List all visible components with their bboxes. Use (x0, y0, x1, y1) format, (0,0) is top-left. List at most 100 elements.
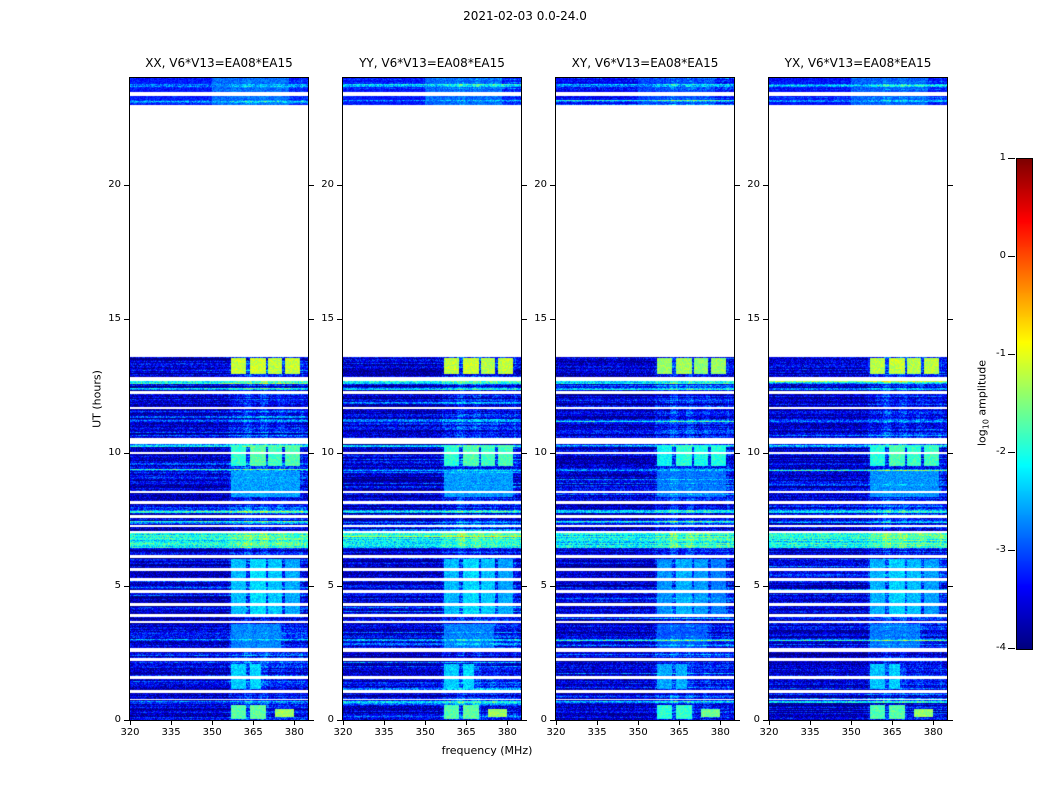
colorbar-label-subscript: 10 (981, 419, 991, 430)
y-tick-right (948, 185, 953, 186)
y-tick-label: 10 (108, 446, 121, 458)
x-tick (769, 721, 770, 725)
x-tick-label: 320 (333, 727, 353, 738)
y-tick-right (948, 318, 953, 320)
x-tick (425, 721, 427, 725)
y-tick (124, 586, 129, 588)
y-tick (337, 185, 342, 186)
y-tick-label: 20 (321, 179, 334, 190)
x-tick-label: 335 (587, 727, 607, 738)
colorbar-tick (1008, 256, 1015, 257)
x-tick (720, 721, 722, 725)
y-tick (763, 586, 768, 588)
spectrogram-canvas (130, 78, 308, 720)
y-tick-right (948, 720, 953, 721)
x-tick (466, 721, 468, 725)
x-tick (933, 721, 935, 725)
y-tick (763, 185, 768, 186)
y-tick (124, 185, 129, 186)
x-axis-label: frequency (MHz) (441, 744, 533, 757)
colorbar-tick-label: -4 (996, 642, 1006, 653)
y-tick-right (522, 318, 527, 320)
y-tick-label: 15 (747, 312, 760, 324)
x-tick-label: 380 (284, 727, 304, 738)
y-tick-label: 0 (753, 714, 760, 725)
y-tick (763, 452, 768, 454)
y-tick-label: 15 (321, 312, 334, 324)
x-tick-label: 350 (415, 727, 435, 738)
y-tick-label: 15 (108, 312, 121, 324)
y-tick-right (309, 185, 314, 186)
x-tick-label: 365 (882, 727, 902, 738)
colorbar-label: log10 amplitude (975, 360, 990, 446)
spectrogram-panel (555, 77, 735, 721)
colorbar-gradient (1017, 159, 1032, 649)
colorbar-tick-label: -3 (996, 544, 1006, 555)
y-tick-right (522, 586, 527, 588)
x-tick-label: 350 (202, 727, 222, 738)
y-tick-right (309, 452, 314, 454)
colorbar-tick-label: 1 (999, 152, 1006, 163)
x-tick-label: 380 (923, 727, 943, 738)
y-tick (763, 318, 768, 320)
spectrogram-canvas (556, 78, 734, 720)
colorbar-tick (1008, 158, 1015, 159)
x-tick-label: 320 (546, 727, 566, 738)
colorbar (1016, 158, 1033, 650)
y-tick (550, 586, 555, 588)
y-tick-label: 10 (747, 446, 760, 458)
x-tick (130, 721, 131, 725)
x-tick-label: 335 (161, 727, 181, 738)
y-tick (763, 720, 768, 721)
x-tick (507, 721, 509, 725)
x-tick (851, 721, 853, 725)
y-tick-right (735, 185, 740, 186)
x-tick-label: 365 (669, 727, 689, 738)
y-tick (337, 586, 342, 588)
colorbar-label-prefix: log (975, 429, 989, 447)
y-tick-right (735, 318, 740, 320)
spectrogram-canvas (343, 78, 521, 720)
y-tick (550, 185, 555, 186)
y-tick-right (735, 720, 740, 721)
colorbar-tick (1008, 354, 1015, 355)
y-tick-right (522, 720, 527, 721)
y-tick (124, 720, 129, 721)
x-tick-label: 320 (120, 727, 140, 738)
y-tick-label: 20 (108, 179, 121, 190)
x-tick (294, 721, 296, 725)
y-tick-label: 0 (114, 714, 121, 725)
x-tick-label: 380 (710, 727, 730, 738)
y-tick-right (948, 452, 953, 454)
y-tick-right (735, 586, 740, 588)
panel-title: XX, V6*V13=EA08*EA15 (145, 56, 293, 70)
y-tick-label: 0 (327, 714, 334, 725)
y-tick (337, 452, 342, 454)
colorbar-tick-label: -2 (996, 446, 1006, 457)
panel-title: YX, V6*V13=EA08*EA15 (784, 56, 932, 70)
x-tick-label: 335 (374, 727, 394, 738)
x-tick (212, 721, 214, 725)
colorbar-tick (1008, 550, 1015, 551)
y-tick (550, 452, 555, 454)
y-tick-right (309, 318, 314, 320)
colorbar-tick-label: 0 (999, 250, 1006, 261)
x-tick (679, 721, 681, 725)
figure-title: 2021-02-03 0.0-24.0 (463, 9, 587, 23)
y-tick-label: 15 (534, 312, 547, 324)
y-axis-label: UT (hours) (90, 370, 104, 428)
y-tick-label: 20 (534, 179, 547, 190)
y-tick-right (522, 452, 527, 454)
x-tick (638, 721, 640, 725)
y-tick-label: 5 (540, 580, 547, 592)
x-tick-label: 320 (759, 727, 779, 738)
colorbar-tick-label: -1 (996, 348, 1006, 359)
y-tick (124, 452, 129, 454)
x-tick (810, 721, 812, 725)
colorbar-tick (1008, 648, 1015, 649)
y-tick-label: 5 (753, 580, 760, 592)
colorbar-label-suffix: amplitude (975, 359, 989, 420)
y-tick-right (522, 185, 527, 186)
x-tick (171, 721, 173, 725)
